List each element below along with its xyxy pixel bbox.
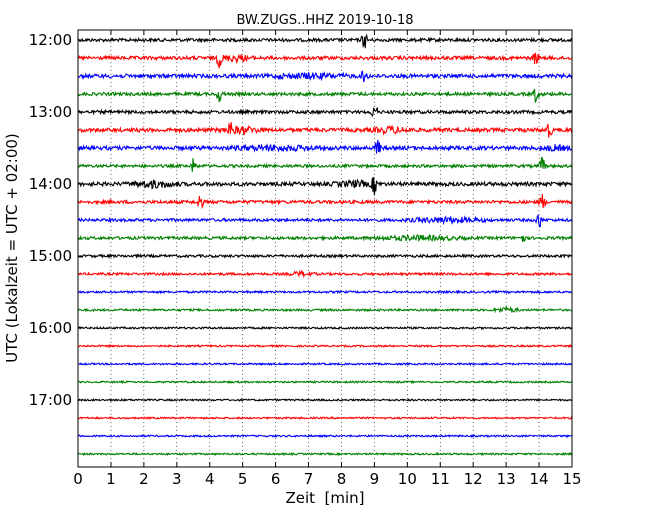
x-tick-label: 9 (370, 470, 380, 488)
trace-rows (77, 33, 573, 457)
trace-row (77, 70, 573, 83)
trace-row (77, 361, 573, 367)
x-tick-label: 4 (205, 470, 215, 488)
trace-row (77, 88, 573, 103)
x-tick-label: 5 (238, 470, 248, 488)
x-tick-label: 7 (304, 470, 314, 488)
trace-row (77, 379, 573, 385)
x-tick-label: 11 (431, 470, 450, 488)
x-axis-label: Zeit [min] (285, 489, 364, 507)
trace-row (78, 304, 573, 314)
y-tick-label: 12:00 (29, 31, 72, 49)
trace-row (77, 269, 573, 279)
trace-row (77, 52, 573, 70)
trace-row (77, 325, 573, 331)
trace-row (77, 343, 573, 349)
chart-title: BW.ZUGS..HHZ 2019-10-18 (236, 13, 413, 28)
trace-row (77, 233, 573, 242)
y-axis-ticks: 12:00 13:00 14:00 15:00 16:00 17:00 (29, 31, 572, 409)
y-tick-label: 17:00 (29, 391, 72, 409)
trace-row (77, 289, 573, 295)
trace-row (77, 397, 573, 403)
x-tick-label: 3 (172, 470, 182, 488)
trace-row (77, 416, 573, 420)
x-tick-label: 1 (106, 470, 116, 488)
y-tick-label: 13:00 (29, 103, 72, 121)
x-tick-label: 13 (497, 470, 516, 488)
trace-row (77, 213, 573, 228)
trace-row (77, 139, 573, 154)
x-tick-label: 8 (337, 470, 347, 488)
trace-row (77, 106, 573, 118)
x-tick-label: 0 (73, 470, 83, 488)
y-tick-label: 14:00 (29, 175, 72, 193)
x-tick-label: 12 (464, 470, 483, 488)
vertical-gridlines (110, 30, 540, 467)
trace-row (77, 451, 573, 457)
trace-row (77, 156, 573, 172)
trace-row (77, 433, 573, 439)
y-tick-label: 15:00 (29, 247, 72, 265)
y-axis-label: UTC (Lokalzeit = UTC + 02:00) (3, 133, 21, 363)
x-tick-label: 10 (398, 470, 417, 488)
trace-row (77, 33, 573, 49)
x-tick-label: 2 (139, 470, 149, 488)
y-tick-label: 16:00 (29, 319, 72, 337)
trace-row (77, 176, 573, 196)
x-tick-label: 14 (530, 470, 549, 488)
x-axis-ticks: 0 1 2 3 4 5 6 7 8 9 10 11 12 13 14 15 (73, 30, 582, 488)
trace-row (77, 122, 573, 138)
x-tick-label: 15 (562, 470, 581, 488)
x-tick-label: 6 (271, 470, 281, 488)
plot-frame (77, 29, 573, 468)
trace-row (77, 253, 573, 259)
trace-row (77, 193, 573, 210)
